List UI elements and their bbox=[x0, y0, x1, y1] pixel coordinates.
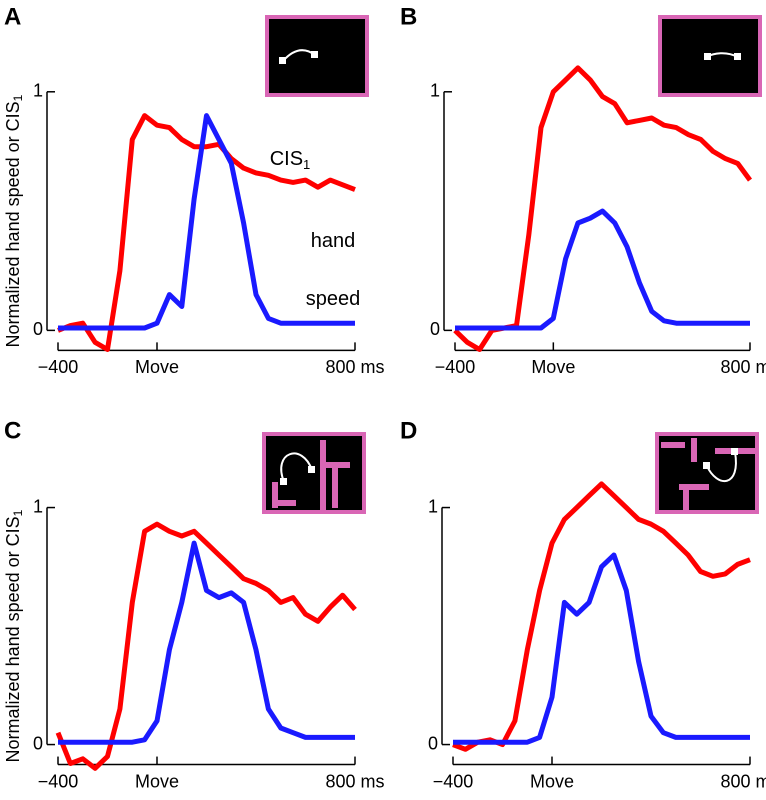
inset-icon bbox=[265, 15, 369, 97]
y-tick-label: 1 bbox=[33, 496, 43, 516]
panel-letter: C bbox=[4, 417, 21, 444]
series-line bbox=[57, 113, 356, 352]
annotation-text: speed bbox=[306, 288, 361, 310]
series-line bbox=[455, 208, 750, 331]
annotation-text: hand bbox=[311, 230, 356, 252]
y-tick-label: 1 bbox=[428, 496, 438, 516]
inset-target bbox=[311, 51, 318, 58]
x-tick-label: −400 bbox=[433, 771, 474, 791]
inset-wall bbox=[679, 484, 709, 490]
x-tick-label: Move bbox=[530, 771, 574, 791]
annotation: speed bbox=[306, 288, 361, 310]
x-tick-label: −400 bbox=[38, 771, 79, 791]
y-tick-label: 0 bbox=[430, 319, 440, 339]
x-tick-label: Move bbox=[531, 357, 575, 377]
inset-icon bbox=[655, 432, 759, 514]
y-axis-label-text: Normalized hand speed or CIS bbox=[3, 516, 23, 762]
inset-wall bbox=[683, 484, 689, 510]
y-axis-label-text: Normalized hand speed or CIS bbox=[3, 101, 23, 347]
y-tick-label: 1 bbox=[430, 81, 440, 101]
inset-icon bbox=[658, 15, 762, 97]
inset-wall bbox=[320, 462, 350, 468]
x-tick-label: Move bbox=[135, 771, 179, 791]
x-tick-label: −400 bbox=[435, 357, 476, 377]
annotation: CIS1 bbox=[270, 148, 311, 172]
x-tick-label: Move bbox=[135, 357, 179, 377]
inset-wall bbox=[272, 482, 278, 508]
y-axis-label-sub: 1 bbox=[11, 509, 25, 516]
inset-icon bbox=[262, 432, 366, 514]
inset-target bbox=[280, 478, 287, 485]
series-line bbox=[58, 113, 355, 331]
annotation-text: CIS bbox=[270, 148, 303, 170]
series-line bbox=[58, 540, 355, 745]
inset-wall bbox=[320, 440, 326, 510]
y-tick-label: 0 bbox=[33, 733, 43, 753]
inset-wall bbox=[332, 468, 338, 508]
y-axis-label-sub: 1 bbox=[11, 94, 25, 101]
series-line bbox=[452, 481, 751, 752]
inset-path bbox=[280, 452, 313, 483]
y-axis-label: Normalized hand speed or CIS1 bbox=[3, 509, 25, 762]
panel-letter: A bbox=[4, 3, 21, 30]
inset-frame bbox=[265, 15, 369, 97]
annotation-sub: 1 bbox=[303, 157, 310, 172]
inset-target bbox=[731, 448, 738, 455]
y-axis-label: Normalized hand speed or CIS1 bbox=[3, 94, 25, 347]
x-tick-label: 800 ms bbox=[720, 771, 766, 791]
y-tick-label: 0 bbox=[33, 319, 43, 339]
inset-target bbox=[734, 53, 741, 60]
inset-target bbox=[703, 462, 710, 469]
annotation: hand bbox=[311, 230, 356, 252]
y-tick-label: 1 bbox=[33, 81, 43, 101]
inset-target bbox=[308, 466, 315, 473]
series-line bbox=[453, 552, 750, 745]
x-tick-label: 800 ms bbox=[720, 357, 766, 377]
x-tick-label: 800 ms bbox=[325, 357, 384, 377]
panel-letter: D bbox=[400, 417, 417, 444]
x-tick-label: 800 ms bbox=[325, 771, 384, 791]
x-tick-label: −400 bbox=[38, 357, 79, 377]
inset-target bbox=[704, 53, 711, 60]
inset-wall bbox=[272, 500, 296, 506]
panel-letter: B bbox=[400, 3, 417, 30]
y-tick-label: 0 bbox=[428, 733, 438, 753]
inset-target bbox=[279, 57, 286, 64]
inset-path bbox=[706, 451, 737, 482]
series-line bbox=[55, 521, 357, 771]
inset-wall bbox=[661, 442, 685, 448]
inset-wall bbox=[691, 438, 697, 462]
